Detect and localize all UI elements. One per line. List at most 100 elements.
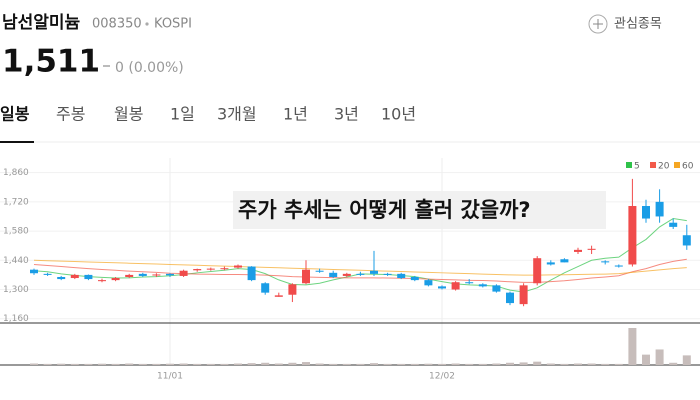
candle-body [138,273,147,276]
candle-body [179,270,188,276]
volume-bar [587,363,596,365]
period-tab[interactable]: 3년 [334,105,359,124]
y-tick-label: 1,160 [3,314,29,324]
candle-body [206,268,215,270]
candle-body [614,265,623,267]
candle-body [397,273,406,279]
y-tick-label: 1,300 [3,285,29,295]
volume-bar [206,363,215,365]
volume-bar [234,363,242,365]
candle-body [642,206,650,219]
volume-bar [30,363,38,365]
volume-bar [166,363,174,365]
watch-icon [588,14,608,34]
volume-bar [179,363,188,365]
y-tick-label: 1,580 [3,227,29,237]
y-tick-label: 1,860 [3,168,29,178]
volume-bar [465,363,474,365]
candle-body [274,295,283,297]
candle-body [424,280,433,286]
volume-bar [438,363,446,365]
separator-dot [145,22,149,26]
legend-label: 20 [658,162,670,172]
candle-body [152,274,161,276]
volume-bar [111,363,120,365]
y-tick-label: 1,440 [3,256,29,266]
volume-bar [370,363,378,365]
volume-bar [642,354,650,365]
candle-body [288,284,297,295]
legend-swatch [650,162,656,168]
volume-bar [546,363,555,365]
candle-body [356,273,365,275]
candle-body [492,285,501,292]
volume-bar [478,363,487,365]
volume-bar [410,363,419,365]
period-tab[interactable]: 월봉 [114,105,143,124]
candle-body [560,259,569,263]
period-tab[interactable]: 1년 [283,105,308,124]
volume-bar [220,363,229,365]
volume-bar [560,363,569,365]
candle-body [478,284,487,287]
moving-average-line [33,258,687,283]
candle-body [234,265,242,268]
volume-bar [329,363,338,365]
volume-bar [519,362,528,365]
volume-bar [342,363,351,365]
watch-button[interactable]: 관심종목 [588,14,662,34]
volume-bar [152,363,161,365]
volume-bar [138,363,147,365]
period-tab[interactable]: 주봉 [56,105,85,124]
volume-bar [424,363,433,365]
price-change: 0 (0.00%) [115,60,184,76]
volume-bar [125,363,134,365]
volume-bar [70,363,79,365]
volume-bar [397,363,406,365]
candle-body [465,282,474,284]
price: 1,511 [2,44,100,80]
volume-bar [261,362,270,365]
overlay-box [233,191,606,229]
candle-body [315,270,324,272]
candle-body [533,258,542,284]
candle-body [125,274,134,277]
candle-body [57,276,66,280]
candle-body [70,274,79,279]
volume-bar [288,362,297,365]
volume-bar [451,363,460,365]
candle-body [193,269,202,271]
volume-bar [601,363,610,365]
candle-body [220,268,229,270]
candle-body [111,278,120,281]
legend-label: 60 [682,162,694,172]
x-tick-label: 12/02 [429,372,455,382]
legend-swatch [674,162,680,168]
watch-plus [593,19,603,29]
legend-label: 5 [634,162,640,172]
volume-bar [506,362,514,365]
candle-body [43,273,52,275]
volume-bar [302,362,310,365]
candle-body [669,222,678,227]
candle-body [438,286,446,289]
candle-body [84,274,93,280]
period-tab[interactable]: 일봉 [0,105,30,124]
candle-body [98,280,106,282]
candle-body [302,269,310,284]
period-tab[interactable]: 1일 [170,105,195,124]
volume-bar [614,363,623,365]
period-tab[interactable]: 3개월 [217,105,257,124]
period-tab[interactable]: 10년 [381,105,416,124]
candle-body [370,270,378,274]
legend-swatch [626,162,632,168]
volume-bar [193,363,202,365]
candle-body [30,269,38,274]
volume-bar [43,363,52,365]
candle-body [519,285,528,305]
volume-bar [356,363,365,365]
watch-label[interactable]: 관심종목 [614,17,662,32]
moving-average-line [33,259,687,276]
volume-bar [628,328,637,365]
